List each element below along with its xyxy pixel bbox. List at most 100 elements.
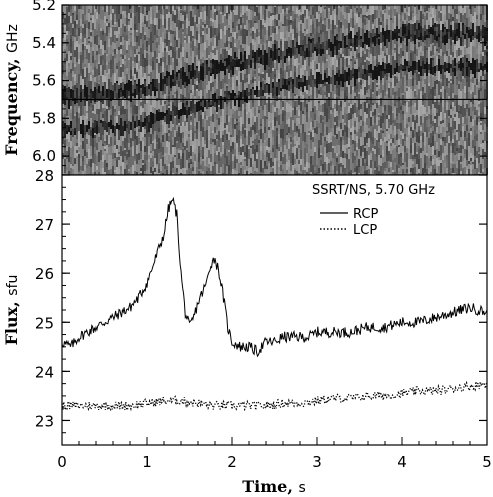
spectrogram-cell [274,12,276,15]
spectrogram-cell [260,87,262,96]
spectrogram-cell [288,138,290,144]
spectrogram-cell [122,11,124,15]
spectrogram-cell [84,34,86,38]
spectrogram-cell [78,12,80,20]
spectrogram-cell [74,74,76,81]
spectrogram-cell [166,78,168,86]
spectrogram-cell [324,41,326,46]
spectrogram-cell [308,33,310,37]
spectrogram-cell [262,173,264,175]
spectrogram-cell [334,17,336,25]
spectrogram-cell [330,152,332,161]
spectrogram-cell [396,111,398,114]
spectrogram-cell [318,148,320,158]
spectrogram-cell [402,93,404,95]
spectrogram-cell [406,36,408,46]
spectrogram-cell [146,112,148,116]
spectrogram-cell [282,5,284,14]
spectrogram-cell [184,29,186,36]
spectrogram-cell [400,115,402,123]
spectrogram-cell [396,116,398,120]
spectrogram-cell [338,41,340,43]
spectrogram-cell [118,98,120,106]
spectrogram-cell [84,87,86,97]
spectrogram-cell [328,123,330,133]
spectrogram-cell [136,136,138,145]
spectrogram-cell [178,58,180,62]
spectrogram-cell [256,46,258,50]
spectrogram-cell [156,166,158,172]
spectrogram-cell [226,107,228,115]
spectrogram-cell [258,61,260,63]
spectrogram-cell [210,127,212,133]
spectrogram-cell [344,29,346,36]
spectrogram-cell [388,151,390,161]
spectrogram-cell [68,171,70,175]
spectrogram-cell [78,172,80,175]
spectrogram-cell [96,51,98,55]
spectrogram-cell [328,133,330,143]
spectrogram-cell [102,144,104,146]
spectrogram-cell [152,52,154,57]
spectrogram-cell [402,56,404,65]
spectrogram-cell [90,13,92,15]
spectrogram-cell [186,105,188,110]
spectrogram-cell [64,71,66,73]
spectrogram-cell [190,120,192,122]
spectrogram-cell [174,137,176,147]
spectrogram-cell [98,109,100,115]
spectrogram-cell [292,102,294,108]
spectrogram-cell [232,59,234,66]
spectrogram-cell [200,164,202,166]
spectrogram-cell [304,146,306,148]
spectrogram-cell [218,33,220,40]
spectrogram-cell [182,103,184,112]
spectrogram-cell [390,146,392,154]
spectrogram-cell [354,91,356,93]
spectrogram-cell [142,108,144,112]
spectrogram-cell [254,98,256,108]
spectrogram-cell [92,23,94,30]
spectrogram-cell [402,151,404,158]
spectrogram-cell [264,43,266,50]
spectrogram-cell [268,5,270,9]
spectrogram-cell [312,80,314,88]
spectrogram-cell [366,18,368,24]
spectrogram-cell [216,60,218,65]
spectrogram-cell [98,119,100,127]
spectrogram-cell [286,5,288,8]
spectrogram-cell [330,42,332,51]
spectrogram-cell [290,163,292,171]
spectrogram-cell [262,160,264,168]
spectrogram-cell [296,136,298,141]
spectrogram-cell [152,43,154,52]
spectrogram-cell [140,75,142,85]
spectrogram-cell [92,72,94,75]
spectrogram-cell [136,86,138,95]
spectrogram-cell [192,5,194,9]
spectrogram-cell [64,165,66,169]
spectrogram-cell [122,5,124,11]
spectrogram-cell [300,24,302,31]
spectrogram-cell [268,9,270,11]
spectrogram-cell [384,105,386,111]
spectrogram-cell [374,170,376,174]
spectrogram-cell [356,150,358,156]
spectrogram-cell [312,5,314,7]
spectrogram-cell [128,159,130,169]
spectrogram-cell [312,130,314,137]
spectrogram-cell [80,105,82,109]
spectrogram-cell [262,72,264,74]
spectrogram-cell [382,14,384,21]
spectrogram-cell [328,23,330,29]
spectrogram-cell [394,172,396,175]
spectrogram-cell [248,131,250,135]
spectrogram-cell [354,99,356,103]
spectrogram-cell [162,52,164,57]
spectrogram-cell [360,85,362,89]
spectrogram-cell [216,135,218,139]
spectrogram-cell [392,50,394,56]
spectrogram-cell [130,93,132,102]
spectrogram-cell [238,5,240,11]
spectrogram-cell [372,137,374,144]
